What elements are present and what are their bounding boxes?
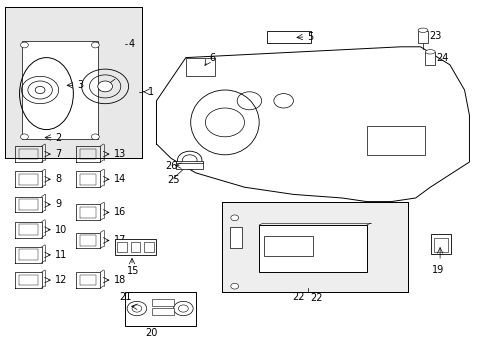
Bar <box>176 162 203 169</box>
Bar <box>5 7 142 158</box>
Bar <box>229 227 242 248</box>
Text: 1: 1 <box>147 87 154 97</box>
Text: 15: 15 <box>127 266 139 276</box>
Text: 25: 25 <box>167 175 180 185</box>
Text: 20: 20 <box>145 328 158 338</box>
Bar <box>425 52 434 65</box>
Text: 22: 22 <box>310 293 323 303</box>
Circle shape <box>98 81 112 92</box>
Text: 16: 16 <box>114 207 126 217</box>
Text: 19: 19 <box>430 265 443 275</box>
Bar <box>259 225 366 272</box>
Bar <box>417 31 427 43</box>
Circle shape <box>230 283 238 289</box>
Text: 23: 23 <box>428 31 441 41</box>
Bar <box>433 238 447 252</box>
Text: 13: 13 <box>114 149 126 159</box>
Text: 7: 7 <box>55 149 61 159</box>
Text: 14: 14 <box>114 174 126 184</box>
Ellipse shape <box>417 28 427 32</box>
Bar <box>117 242 127 252</box>
Text: 2: 2 <box>55 132 61 143</box>
Text: 5: 5 <box>306 32 313 42</box>
Text: 9: 9 <box>55 199 61 210</box>
Bar <box>222 202 407 292</box>
Bar <box>266 31 310 43</box>
Circle shape <box>132 305 142 312</box>
Text: 24: 24 <box>436 53 448 63</box>
Bar <box>5 7 142 158</box>
Bar <box>151 308 173 315</box>
Text: 22: 22 <box>291 292 304 302</box>
Bar <box>22 41 98 139</box>
Text: 3: 3 <box>77 80 83 90</box>
Text: 26: 26 <box>165 161 177 171</box>
Circle shape <box>20 134 28 140</box>
Text: 6: 6 <box>209 53 215 63</box>
Bar <box>176 161 203 163</box>
Circle shape <box>91 134 99 140</box>
Bar <box>366 126 425 155</box>
Text: 10: 10 <box>55 225 67 235</box>
Bar <box>264 236 312 256</box>
Text: 18: 18 <box>114 275 126 285</box>
Circle shape <box>20 42 28 48</box>
Ellipse shape <box>425 50 434 54</box>
Circle shape <box>177 151 202 169</box>
Circle shape <box>35 86 45 94</box>
Bar <box>430 234 450 254</box>
Text: 17: 17 <box>114 235 126 246</box>
Circle shape <box>178 305 188 312</box>
Bar <box>130 242 140 252</box>
Bar <box>115 239 156 255</box>
Bar <box>124 292 195 326</box>
Circle shape <box>173 301 193 316</box>
Text: 8: 8 <box>55 174 61 184</box>
Bar <box>185 58 215 76</box>
Bar <box>143 242 153 252</box>
Circle shape <box>230 215 238 221</box>
Bar <box>151 299 173 306</box>
Text: 11: 11 <box>55 250 67 260</box>
Text: 12: 12 <box>55 275 67 285</box>
Text: 4: 4 <box>128 39 134 49</box>
Text: 21: 21 <box>119 292 131 302</box>
Circle shape <box>182 155 197 166</box>
Circle shape <box>127 301 146 316</box>
Circle shape <box>91 42 99 48</box>
Bar <box>222 202 407 292</box>
